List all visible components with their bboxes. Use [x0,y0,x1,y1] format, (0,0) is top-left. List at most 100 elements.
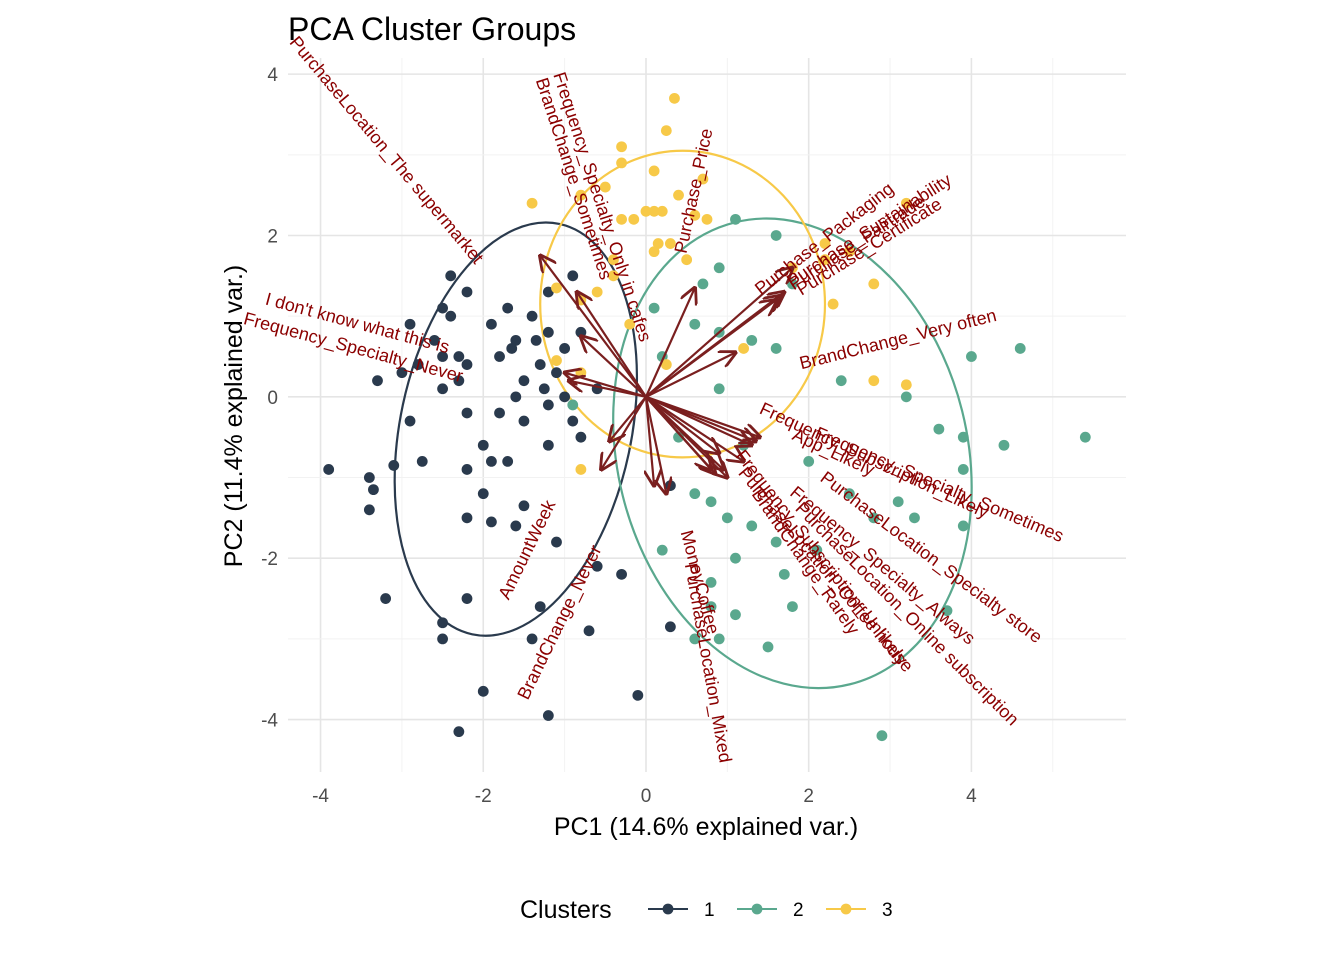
x-tick-label: 2 [803,786,814,807]
cluster-1-point [477,439,489,451]
legend-key-dot-1 [662,903,674,915]
cluster-1-point [416,455,428,467]
cluster-3-point [575,464,587,475]
cluster-1-point [485,516,497,528]
cluster-3-point [868,278,880,290]
cluster-2-point [567,399,579,411]
cluster-1-point [526,310,538,322]
cluster-1-point [542,710,554,721]
cluster-1-point [380,593,392,604]
cluster-2-point [730,213,741,225]
cluster-1-point [453,351,465,362]
cluster-1-point [437,302,448,314]
cluster-3-point [599,181,611,193]
cluster-1-point [404,415,416,427]
x-tick-label: 0 [641,786,652,807]
loading-label: PurchaseLocation_The supermarket [285,32,488,268]
cluster-1-point [591,560,603,572]
cluster-1-point [372,375,383,387]
cluster-1-point [363,472,375,483]
cluster-2-point [966,351,977,362]
cluster-2-point [1014,343,1026,354]
cluster-2-point [843,488,855,500]
cluster-1-point [437,351,448,362]
cluster-1-point [559,343,571,354]
cluster-1-point [567,415,579,427]
cluster-1-point [575,431,587,443]
cluster-1-point [453,726,465,738]
cluster-1-point [404,318,416,330]
x-tick-label: -2 [475,786,492,807]
cluster-2-point [697,278,709,290]
cluster-2-point [787,601,798,613]
cluster-2-point [689,633,701,645]
cluster-1-point [530,334,542,346]
loading-arrow [577,292,647,398]
cluster-2-point [1079,431,1091,443]
cluster-2-point [876,730,888,742]
cluster-2-point [648,302,660,314]
cluster-1-point [477,488,489,500]
y-tick-label: 2 [267,226,278,247]
cluster-1-point [664,621,676,633]
cluster-3-point [738,343,750,354]
cluster-1-point [412,359,424,370]
loading-arrow [644,288,695,398]
cluster-1-point [363,504,375,516]
cluster-1-point [632,689,644,701]
cluster-2-point [689,488,701,500]
cluster-3-point [608,254,619,266]
cluster-1-point [551,536,562,548]
cluster-3-point [616,141,627,153]
cluster-1-point [485,318,497,330]
cluster-3-point [819,254,831,266]
cluster-1-point [437,633,448,645]
cluster-1-point [388,460,400,471]
loading-arrow [540,256,647,398]
cluster-2-point [721,512,733,524]
cluster-3-point [640,205,652,217]
cluster-1-point [567,270,579,282]
cluster-2-point [713,262,725,274]
loading-arrow [645,395,744,462]
cluster-3-point [652,238,664,249]
cluster-2-point [689,318,701,330]
cluster-1-point [542,399,554,411]
cluster-1-point [494,407,505,419]
x-tick-label: 4 [966,786,977,807]
cluster-2-point [778,568,790,580]
legend-label-3: 3 [882,900,893,921]
cluster-3-point [819,238,831,249]
cluster-1-point [518,500,530,512]
cluster-3-point [656,205,668,217]
cluster-1-point [559,391,571,403]
cluster-3-point [900,379,912,391]
tick-layer: -4 -2 0 2 4 -4 -2 0 2 4 [261,65,977,807]
legend-key-dot-3 [840,903,852,915]
cluster-3-ellipse [539,149,827,459]
cluster-2-point [803,455,815,467]
cluster-1-point [461,512,473,524]
cluster-2-point [811,544,823,556]
cluster-1-point [494,351,505,362]
cluster-1-point [461,286,473,298]
cluster-1-point [396,367,408,379]
cluster-1-point [461,359,473,370]
cluster-1-ellipse [393,221,639,637]
cluster-2-point [941,605,953,617]
y-tick-label: 4 [267,65,278,86]
cluster-2-point [770,343,782,354]
grid-layer [288,58,1126,772]
arrow-layer [540,256,792,494]
loading-label: BrandChange_Very often [797,305,998,374]
cluster-2-point [705,496,717,508]
cluster-1-point [461,407,473,419]
cluster-3-point [673,189,684,201]
cluster-1-point [461,593,473,604]
cluster-1-point [485,455,497,467]
cluster-1-point [445,270,457,282]
cluster-3-point [681,254,693,266]
cluster-1-point [437,383,448,395]
y-tick-label: -4 [261,711,278,732]
